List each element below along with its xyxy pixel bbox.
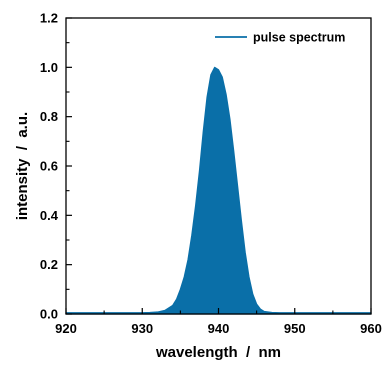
y-tick-label: 0.2 (40, 257, 58, 272)
y-tick-label: 0.4 (40, 208, 59, 223)
tick-labels: 920 930 940 950 960 0.0 0.2 0.4 0.6 0.8 1.0 1.2 (40, 11, 382, 337)
y-axis-title: intensity / a.u. (14, 112, 31, 220)
x-tick-label: 920 (55, 321, 77, 336)
x-tick-label: 930 (131, 321, 153, 336)
x-tick-label: 960 (360, 321, 382, 336)
y-tick-label: 1.0 (40, 60, 58, 75)
y-tick-label: 0.6 (40, 159, 58, 174)
axis-ticks (65, 17, 372, 315)
y-tick-label: 1.2 (40, 11, 58, 26)
legend: pulse spectrum (215, 31, 345, 45)
x-axis-title: wavelength / nm (155, 344, 281, 361)
x-tick-label: 950 (284, 321, 306, 336)
x-tick-label: 940 (208, 321, 230, 336)
plot-area (65, 66, 372, 315)
y-tick-label: 0.0 (40, 307, 58, 322)
legend-label: pulse spectrum (253, 31, 345, 45)
y-tick-label: 0.8 (40, 109, 58, 124)
series-area-0 (65, 66, 372, 315)
